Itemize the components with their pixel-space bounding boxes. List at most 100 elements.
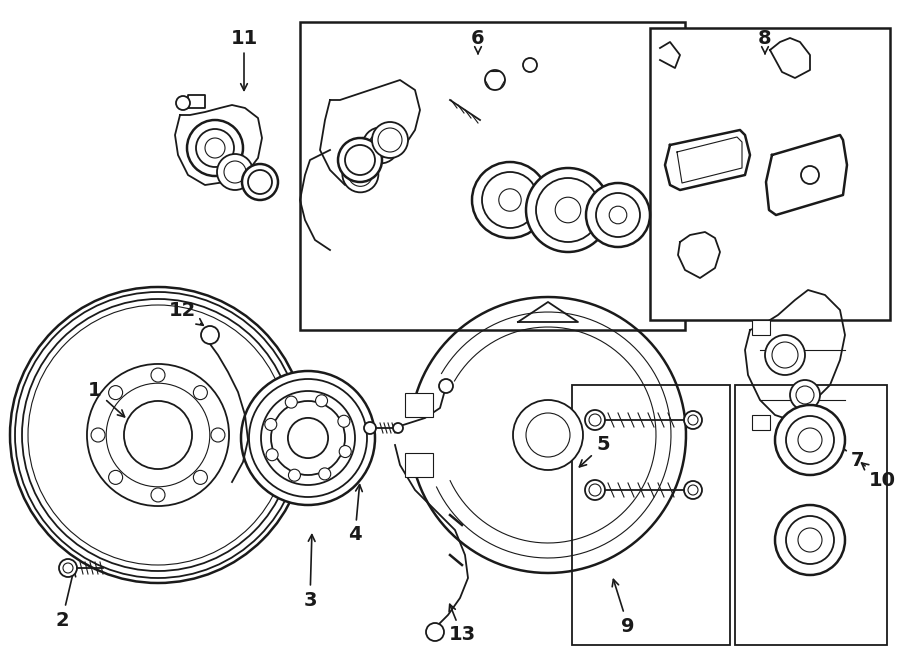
Circle shape <box>786 416 834 464</box>
Circle shape <box>59 559 77 577</box>
Circle shape <box>194 471 207 485</box>
Circle shape <box>151 368 165 382</box>
Circle shape <box>248 170 272 194</box>
Circle shape <box>585 480 605 500</box>
Circle shape <box>523 58 537 72</box>
Circle shape <box>426 623 444 641</box>
Circle shape <box>369 133 392 158</box>
Bar <box>405 393 433 417</box>
Circle shape <box>439 379 453 393</box>
Circle shape <box>339 446 351 457</box>
Circle shape <box>261 391 355 485</box>
Circle shape <box>285 396 297 408</box>
Circle shape <box>205 138 225 158</box>
Text: 5: 5 <box>580 436 610 467</box>
Bar <box>752 320 770 335</box>
Circle shape <box>338 138 382 182</box>
Circle shape <box>393 423 403 433</box>
Circle shape <box>775 405 845 475</box>
Circle shape <box>109 471 122 485</box>
Circle shape <box>798 528 822 552</box>
Circle shape <box>609 206 626 224</box>
Circle shape <box>249 379 367 497</box>
Circle shape <box>151 488 165 502</box>
Circle shape <box>224 161 246 183</box>
Circle shape <box>798 428 822 452</box>
Circle shape <box>346 138 382 173</box>
Circle shape <box>194 386 207 400</box>
Bar <box>300 22 685 330</box>
Circle shape <box>364 422 376 434</box>
Circle shape <box>266 449 278 461</box>
Circle shape <box>265 418 277 430</box>
Circle shape <box>499 189 521 211</box>
Circle shape <box>316 395 328 406</box>
Text: 7: 7 <box>824 433 865 469</box>
Circle shape <box>513 400 583 470</box>
Circle shape <box>242 164 278 200</box>
Circle shape <box>796 386 814 404</box>
Text: 6: 6 <box>472 28 485 54</box>
Circle shape <box>15 292 301 578</box>
Circle shape <box>536 178 600 242</box>
Circle shape <box>319 468 330 480</box>
Text: 2: 2 <box>55 569 76 630</box>
Circle shape <box>526 168 610 252</box>
Circle shape <box>526 413 570 457</box>
Circle shape <box>378 128 402 152</box>
Circle shape <box>688 415 698 425</box>
Circle shape <box>217 154 253 190</box>
Bar <box>572 385 730 645</box>
Text: 8: 8 <box>758 28 772 54</box>
Circle shape <box>482 172 538 228</box>
Circle shape <box>201 326 219 344</box>
Circle shape <box>688 485 698 495</box>
Text: 12: 12 <box>168 301 203 325</box>
Circle shape <box>353 144 376 167</box>
Circle shape <box>176 96 190 110</box>
Circle shape <box>363 127 399 164</box>
Text: 1: 1 <box>88 381 124 417</box>
Circle shape <box>372 122 408 158</box>
Circle shape <box>684 481 702 499</box>
Circle shape <box>28 305 288 565</box>
Circle shape <box>102 379 214 491</box>
Circle shape <box>87 364 229 506</box>
Circle shape <box>241 371 375 505</box>
Circle shape <box>288 418 328 458</box>
Circle shape <box>187 120 243 176</box>
Circle shape <box>10 287 306 583</box>
Circle shape <box>586 183 650 247</box>
Bar <box>735 385 887 645</box>
Circle shape <box>342 156 378 193</box>
Text: 9: 9 <box>612 579 634 636</box>
Circle shape <box>91 428 105 442</box>
Circle shape <box>345 145 375 175</box>
Text: 3: 3 <box>303 535 317 610</box>
Bar <box>650 28 890 320</box>
Text: 13: 13 <box>448 604 475 645</box>
Circle shape <box>211 428 225 442</box>
Bar <box>405 453 433 477</box>
Bar <box>752 415 770 430</box>
Circle shape <box>684 411 702 429</box>
Circle shape <box>775 505 845 575</box>
Circle shape <box>585 410 605 430</box>
Circle shape <box>786 516 834 564</box>
Circle shape <box>109 386 122 400</box>
Circle shape <box>338 415 350 427</box>
Circle shape <box>485 70 505 90</box>
Text: 11: 11 <box>230 28 257 90</box>
Circle shape <box>124 401 192 469</box>
Circle shape <box>348 162 373 186</box>
Circle shape <box>589 414 601 426</box>
Circle shape <box>472 162 548 238</box>
Circle shape <box>63 563 73 573</box>
Circle shape <box>22 299 294 571</box>
Circle shape <box>596 193 640 237</box>
Circle shape <box>289 469 301 481</box>
Circle shape <box>555 197 580 223</box>
Circle shape <box>106 383 210 487</box>
Circle shape <box>196 129 234 167</box>
Circle shape <box>765 335 805 375</box>
